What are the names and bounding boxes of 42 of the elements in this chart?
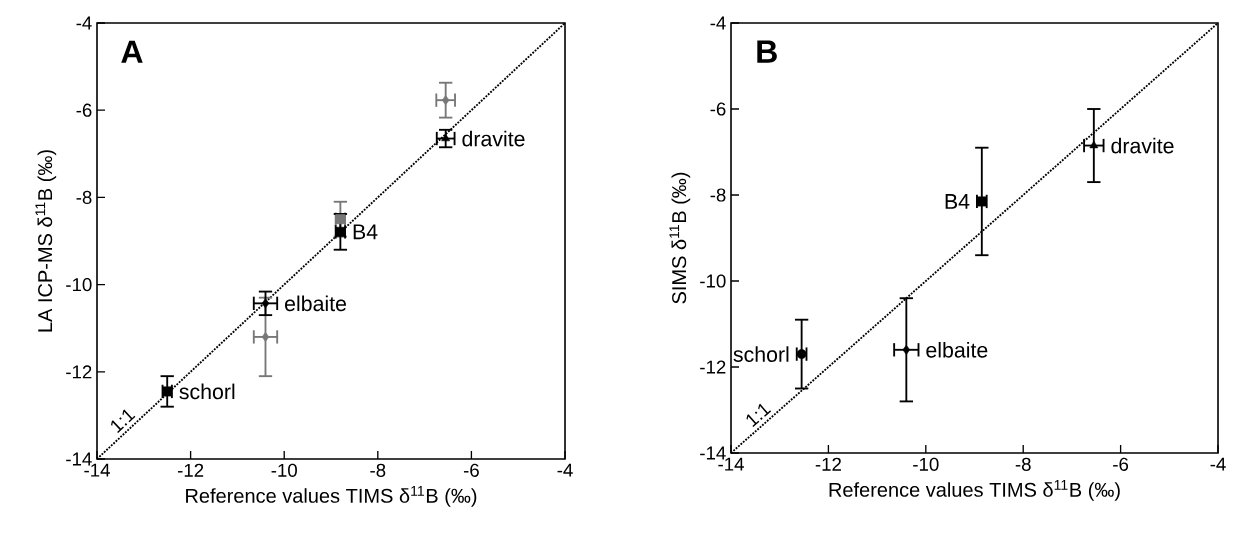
y-tick-label: -8: [76, 190, 92, 205]
x-axis-title: Reference values TIMS δ$^{11}$B (‰): [829, 480, 1120, 501]
series-label: B4: [353, 224, 378, 240]
y-tick-label: -10: [66, 277, 92, 292]
series-label: elbaite: [285, 295, 347, 312]
chart-title: A: [121, 40, 143, 63]
point: [261, 331, 270, 342]
y-tick-label: -6: [710, 102, 726, 116]
series-label: dravite: [1111, 137, 1174, 154]
y-tick-label: -12: [700, 360, 726, 374]
x-tick-label: -12: [815, 457, 841, 471]
y-tick-label: -4: [76, 16, 92, 30]
x-tick-label: -4: [1210, 457, 1226, 471]
x-tick-label: -8: [1015, 457, 1031, 471]
chart-title: B: [757, 40, 777, 63]
series-label: schorl: [179, 383, 235, 400]
point: [902, 344, 911, 355]
x-tick-label: -6: [463, 463, 479, 477]
y-tick-label: -4: [710, 16, 726, 30]
y-axis-title: LA ICP-MS δ$^{11}$B (‰): [35, 150, 57, 332]
point: [441, 133, 450, 142]
series-label: B4: [945, 194, 970, 209]
series-label: dravite: [462, 130, 525, 147]
y-tick-label: -12: [66, 365, 92, 379]
text: 1:1: [111, 409, 136, 433]
x-tick-label: -6: [1113, 457, 1129, 471]
y-tick-label: -8: [710, 188, 726, 202]
legend-label: schorl: [733, 346, 789, 362]
x-tick-label: -4: [557, 463, 573, 477]
point: [441, 95, 450, 106]
point: [1089, 140, 1099, 149]
x-axis-title: Reference values TIMS δ$^{11}$B (‰): [186, 486, 477, 507]
text: 1:1: [746, 403, 772, 428]
point: [261, 298, 270, 309]
x-tick-label: -10: [913, 457, 939, 471]
series-label: elbaite: [926, 341, 988, 358]
x-tick-label: -8: [370, 463, 386, 477]
y-axis-title: SIMS δ$^{11}$B (‰): [669, 172, 691, 304]
y-tick-label: -10: [700, 274, 726, 288]
x-tick-label: -12: [177, 463, 204, 477]
x-tick-label: -10: [271, 463, 297, 477]
y-tick-label: -6: [76, 103, 92, 117]
